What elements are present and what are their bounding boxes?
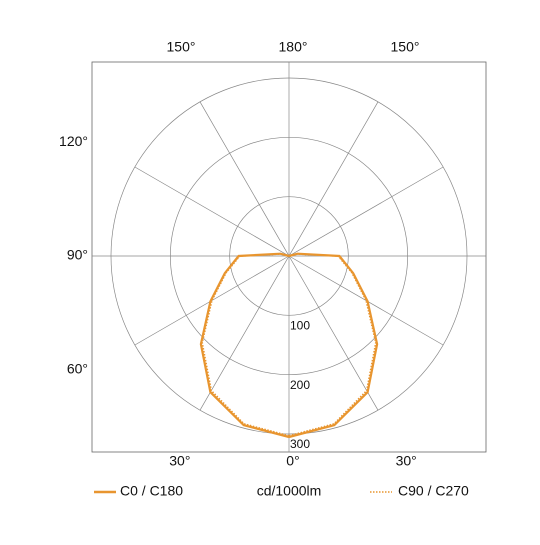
r-tick-label: 300 [290,437,310,451]
r-tick-label: 200 [290,378,310,392]
grid-ray [288,166,444,257]
angle-tick-label: 90° [67,247,88,263]
angle-tick-label: 0° [286,453,299,469]
angle-tick-label: 60° [67,360,88,376]
grid-ray [288,255,379,411]
grid-ray [134,166,290,257]
angle-tick-label: 150° [167,39,196,55]
legend-label: C0 / C180 [120,483,183,499]
angle-tick-label: 120° [59,133,88,149]
angle-tick-label: 180° [279,39,308,55]
grid-ray [288,101,379,257]
angle-tick-label: 150° [391,39,420,55]
unit-label: cd/1000lm [257,483,322,499]
legend-label: C90 / C270 [398,483,469,499]
r-tick-label: 100 [290,319,310,333]
grid-ray [199,255,290,411]
angle-tick-label: 30° [396,453,417,469]
grid-ray [199,101,290,257]
angle-tick-label: 30° [169,453,190,469]
